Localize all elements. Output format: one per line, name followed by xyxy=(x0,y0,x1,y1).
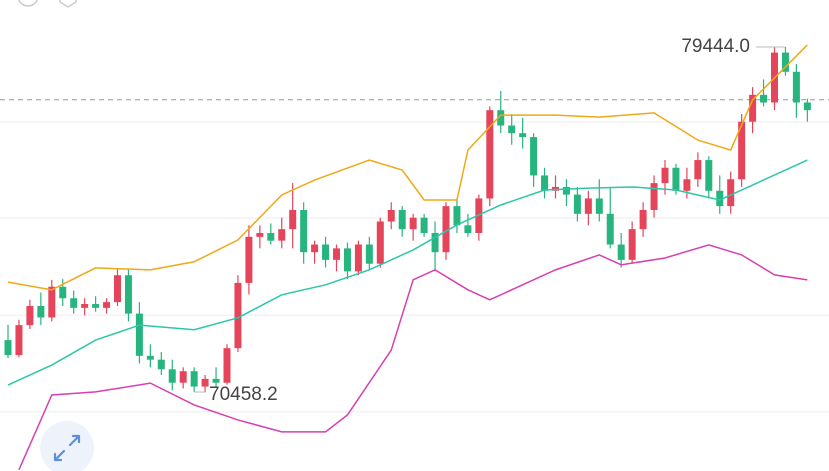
candle-body xyxy=(792,71,800,103)
candle-body xyxy=(124,275,132,314)
band-line xyxy=(18,244,808,471)
candle-body xyxy=(354,244,362,272)
candle-body xyxy=(322,244,330,260)
candle-body xyxy=(300,209,308,253)
candle-body xyxy=(705,160,713,191)
top-icons xyxy=(18,0,77,8)
band-line xyxy=(7,159,808,386)
candle-body xyxy=(365,244,373,264)
candle-body xyxy=(497,110,505,126)
candle-body xyxy=(431,233,439,253)
candle-body xyxy=(661,167,669,184)
candle-body xyxy=(694,160,702,180)
candle-body xyxy=(223,348,231,383)
candle-body xyxy=(376,221,384,264)
candle-body xyxy=(672,167,680,191)
candle-body xyxy=(81,304,89,308)
candle-body xyxy=(464,225,472,234)
candle-body xyxy=(420,217,428,234)
candle-body xyxy=(48,286,56,318)
high-label: 79444.0 xyxy=(681,36,750,57)
candle-body xyxy=(278,229,286,241)
candle-body xyxy=(541,175,549,191)
candle-body xyxy=(311,244,319,253)
candle-body xyxy=(595,198,603,214)
candle-body xyxy=(781,52,789,72)
candle-body xyxy=(245,236,253,283)
candle-body xyxy=(201,378,209,387)
candle-body xyxy=(628,229,636,260)
candle-body xyxy=(749,94,757,122)
candle-body xyxy=(70,298,78,308)
candle-body xyxy=(519,133,527,138)
candle-body xyxy=(114,275,121,303)
band-line xyxy=(7,44,808,291)
candle-body xyxy=(716,190,724,207)
candle-body xyxy=(760,94,768,103)
candle-body xyxy=(683,179,691,191)
candle-body xyxy=(212,378,220,383)
expand-icon xyxy=(53,434,81,462)
candle-body xyxy=(727,179,735,207)
candle-body xyxy=(343,248,351,272)
icon[interactable] xyxy=(18,0,38,7)
candle-body xyxy=(92,304,100,308)
candle-body xyxy=(508,125,516,134)
candle-body xyxy=(190,371,198,387)
candle-body xyxy=(442,206,450,253)
candle-body xyxy=(562,186,570,195)
low-label: 70458.2 xyxy=(209,384,278,405)
candle-body xyxy=(157,359,165,370)
candle-body xyxy=(146,355,154,360)
candle-body xyxy=(486,110,494,199)
candle-body xyxy=(234,282,242,349)
candle-body xyxy=(103,302,111,308)
candle-body xyxy=(573,194,581,214)
candle-body xyxy=(289,209,297,230)
icon[interactable] xyxy=(59,0,77,8)
candle-body xyxy=(26,305,34,326)
candle-body xyxy=(606,213,614,245)
candle-body xyxy=(639,209,647,230)
candle-body xyxy=(387,209,395,222)
candle-body xyxy=(584,198,592,214)
candle-body xyxy=(4,340,12,356)
candle-body xyxy=(803,102,811,111)
candle-body xyxy=(738,121,746,180)
candle-body xyxy=(59,286,67,299)
candle-body xyxy=(135,313,143,356)
candle-body xyxy=(530,137,538,176)
candle-body xyxy=(256,233,264,237)
candle-body xyxy=(453,206,461,226)
candle-body xyxy=(168,369,176,383)
candle-body xyxy=(333,248,340,260)
candle-body xyxy=(617,244,625,260)
candle-body xyxy=(267,233,275,241)
candle-body xyxy=(650,183,658,210)
candle-body xyxy=(409,217,417,230)
candle-body xyxy=(398,209,406,230)
candle-body xyxy=(179,371,187,383)
candle-body xyxy=(37,305,45,318)
expand-button[interactable] xyxy=(40,421,94,471)
candle-body xyxy=(15,325,23,356)
